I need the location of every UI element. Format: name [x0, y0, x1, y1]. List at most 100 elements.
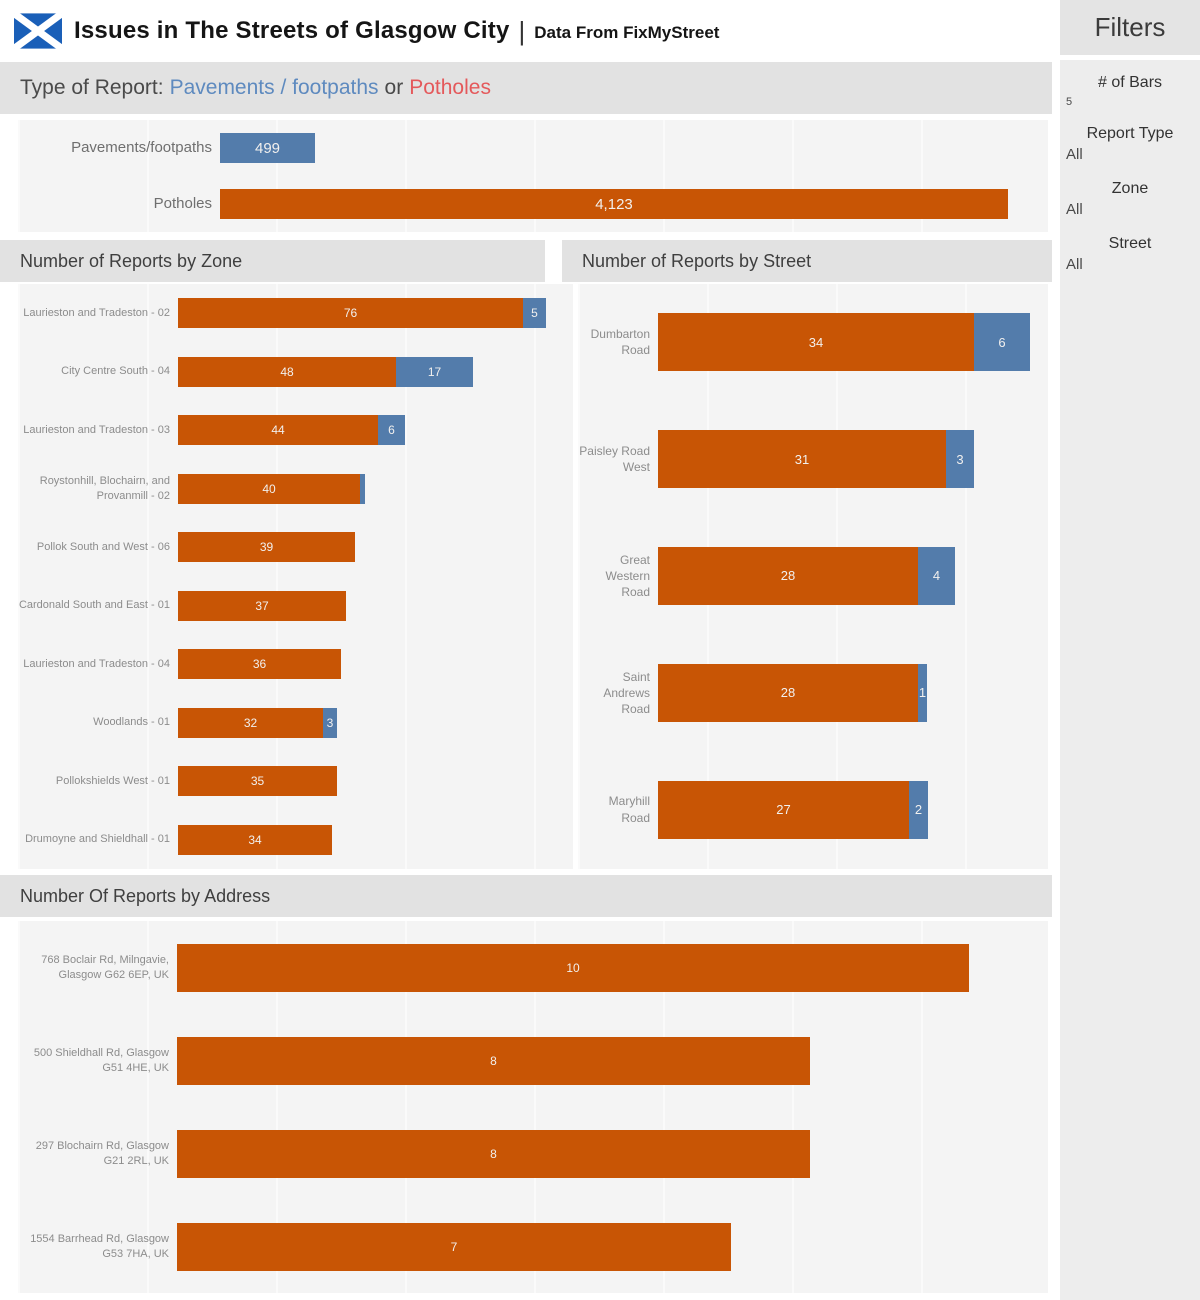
chart-row: 1554 Barrhead Rd, Glasgow G53 7HA, UK 7 — [18, 1200, 1048, 1293]
category-label: Roystonhill, Blochairn, and Provanmill -… — [39, 474, 170, 502]
category-label: 297 Blochairn Rd, Glasgow G21 2RL, UK — [35, 1139, 169, 1167]
filter-report-type-label: Report Type — [1086, 125, 1174, 142]
chart-row: 297 Blochairn Rd, Glasgow G21 2RL, UK 8 — [18, 1107, 1048, 1200]
bar-value-label: 34 — [808, 334, 824, 350]
potholes-bar-segment[interactable]: 40 — [178, 473, 360, 504]
category-label: Paisley Road West — [579, 444, 650, 475]
potholes-bar-segment[interactable]: 36 — [178, 649, 341, 680]
potholes-bar-segment[interactable]: 76 — [178, 298, 523, 329]
chart-row: Laurieston and Tradeston - 02 76 5 — [18, 284, 573, 343]
bar-value-label: 40 — [262, 481, 276, 496]
bar-value-label: 34 — [248, 832, 262, 847]
chart-row: Saint Andrews Road 28 1 — [578, 634, 1048, 751]
pavements-bar-segment[interactable]: 499 — [220, 133, 315, 163]
potholes-bar-segment[interactable]: 8 — [177, 1036, 810, 1085]
chart-row: Laurieston and Tradeston - 03 44 6 — [18, 401, 573, 460]
potholes-bar-segment[interactable]: 4,123 — [220, 189, 1008, 219]
filter-report-type-value[interactable]: All — [1066, 146, 1083, 163]
bar-group: 28 1 — [658, 634, 1048, 751]
potholes-bar-segment[interactable]: 34 — [658, 313, 974, 372]
scotland-flag-icon — [14, 13, 62, 49]
pavements-bar-segment[interactable]: 6 — [378, 415, 405, 446]
chart-row: Cardonald South and East - 01 37 — [18, 577, 573, 636]
potholes-bar-segment[interactable]: 34 — [178, 824, 332, 855]
pavements-bar-segment[interactable]: 1 — [918, 663, 927, 722]
filter-street-label: Street — [1108, 235, 1152, 252]
potholes-bar-segment[interactable]: 27 — [658, 780, 909, 839]
category-label: Pollokshields West - 01 — [55, 774, 170, 787]
bar-value-label: 8 — [490, 1053, 497, 1068]
filter-num-bars-label: # of Bars — [1097, 74, 1163, 91]
category-label: Laurieston and Tradeston - 04 — [23, 657, 170, 670]
pavements-bar-segment[interactable]: 4 — [918, 546, 955, 605]
bar-value-label: 36 — [252, 657, 267, 672]
potholes-bar-segment[interactable]: 44 — [178, 415, 378, 446]
report-type-pavements-label: Pavements / footpaths — [169, 76, 379, 99]
potholes-bar-segment[interactable]: 37 — [178, 590, 346, 621]
bar-value-label: 6 — [998, 334, 1006, 350]
potholes-bar-segment[interactable]: 28 — [658, 663, 918, 722]
chart-row: Pollok South and West - 06 39 — [18, 518, 573, 577]
potholes-bar-segment[interactable]: 28 — [658, 546, 918, 605]
pavements-bar-segment[interactable]: 17 — [396, 356, 473, 387]
reports-by-zone-chart: Laurieston and Tradeston - 02 76 5 City Cen… — [18, 284, 573, 869]
chart-row: Pollokshields West - 01 35 — [18, 752, 573, 811]
chart-row: Dumbarton Road 34 6 — [578, 284, 1048, 401]
potholes-bar-segment[interactable]: 10 — [177, 943, 969, 992]
pavements-bar-segment[interactable]: 6 — [974, 313, 1030, 372]
report-type-or: or — [384, 76, 404, 99]
report-type-totals-chart: Pavements/footpaths 499 Potholes 4,123 — [18, 120, 1048, 232]
filter-num-bars-value[interactable]: 5 — [1066, 96, 1073, 108]
bar-group: 48 17 — [178, 343, 573, 402]
filter-zone-value[interactable]: All — [1066, 201, 1083, 218]
chart-row: Pavements/footpaths 499 — [18, 120, 1048, 176]
pavements-bar-segment[interactable]: 2 — [909, 780, 928, 839]
pavements-bar-segment[interactable] — [360, 473, 365, 504]
bar-value-label: 5 — [531, 306, 538, 321]
bar-group: 34 6 — [658, 284, 1048, 401]
category-label: 768 Boclair Rd, Milngavie, Glasgow G62 6… — [41, 953, 169, 981]
bar-group: 8 — [177, 1107, 1048, 1200]
filters-title: Filters — [1060, 0, 1200, 60]
bar-group: 44 6 — [178, 401, 573, 460]
category-label: Laurieston and Tradeston - 02 — [23, 306, 170, 319]
potholes-bar-segment[interactable]: 31 — [658, 430, 946, 489]
potholes-bar-segment[interactable]: 35 — [178, 766, 337, 797]
category-label: Pollok South and West - 06 — [36, 540, 170, 553]
chart-row: Drumoyne and Shieldhall - 01 34 — [18, 811, 573, 870]
pavements-bar-segment[interactable]: 3 — [946, 430, 974, 489]
chart-row: Woodlands - 01 32 3 — [18, 694, 573, 753]
category-label: 1554 Barrhead Rd, Glasgow G53 7HA, UK — [30, 1232, 169, 1260]
category-label: Woodlands - 01 — [93, 716, 170, 729]
chart-row: 500 Shieldhall Rd, Glasgow G51 4HE, UK 8 — [18, 1014, 1048, 1107]
chart-row: Roystonhill, Blochairn, and Provanmill -… — [18, 460, 573, 519]
pavements-bar-segment[interactable]: 3 — [323, 707, 337, 738]
filters-sidebar: Filters # of Bars 5 Report Type All Zone… — [1060, 0, 1200, 1300]
chart-row: Paisley Road West 31 3 — [578, 401, 1048, 518]
reports-by-street-chart: Dumbarton Road 34 6 Paisley Road West 31 3 Gre… — [578, 284, 1048, 869]
bar-group: 37 — [178, 577, 573, 636]
bar-group: 7 — [177, 1200, 1048, 1293]
category-label: Saint Andrews Road — [603, 669, 650, 716]
bar-value-label: 76 — [343, 306, 358, 321]
bar-value-label: 1 — [918, 685, 927, 701]
filter-street-value[interactable]: All — [1066, 256, 1083, 273]
filter-report-type: Report Type All — [1060, 123, 1200, 165]
bar-value-label: 44 — [271, 423, 285, 438]
pavements-bar-segment[interactable]: 5 — [523, 298, 546, 329]
potholes-bar-segment[interactable]: 8 — [177, 1129, 810, 1178]
section-gap — [545, 240, 562, 282]
dashboard-titlebar: Issues in The Streets of Glasgow City | … — [0, 0, 1052, 62]
bar-value-label: 6 — [388, 423, 395, 438]
bar-value-label: 4 — [932, 568, 941, 584]
potholes-bar-segment[interactable]: 7 — [177, 1222, 731, 1271]
bar-group: 39 — [178, 518, 573, 577]
chart-row: Potholes 4,123 — [18, 176, 1048, 232]
bar-value-label: 39 — [259, 540, 274, 555]
potholes-bar-segment[interactable]: 48 — [178, 356, 396, 387]
potholes-bar-segment[interactable]: 39 — [178, 532, 355, 563]
bar-value-label: 32 — [243, 715, 258, 730]
bar-value-label: 31 — [794, 451, 810, 467]
potholes-bar-segment[interactable]: 32 — [178, 707, 323, 738]
category-label: Potholes — [153, 194, 212, 212]
